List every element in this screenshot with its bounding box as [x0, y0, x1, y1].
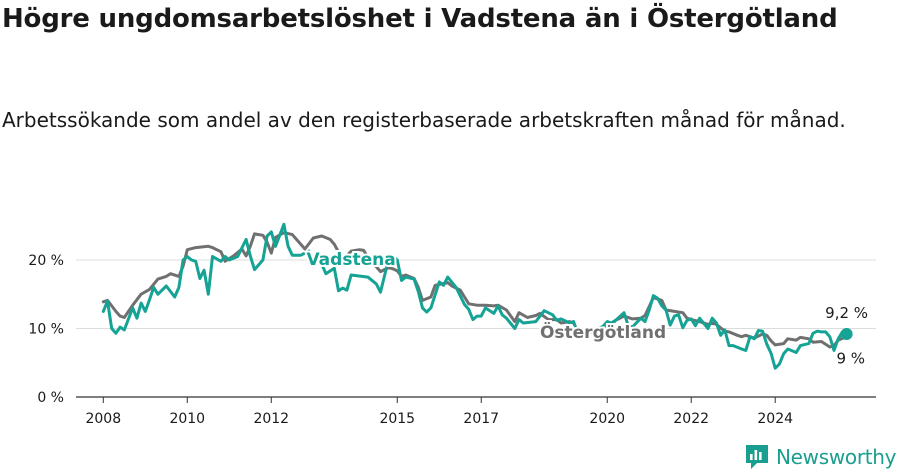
- x-tick-label: 2020: [589, 411, 625, 427]
- series-label-vadstena: Vadstena: [306, 250, 395, 270]
- series-line-vadstena: [101, 222, 849, 370]
- grid-lines: [76, 259, 876, 329]
- series-labels: Vadstena Östergötland 9,2 % 9 %: [304, 248, 868, 368]
- x-tick-label: 2022: [673, 411, 709, 427]
- series-line-ostergotland: [101, 231, 853, 349]
- chart-subtitle: Arbetssökande som andel av den registerb…: [2, 108, 846, 132]
- x-axis: 2008 2010 2012 2015 2017 2020 2022 2024: [76, 396, 876, 427]
- series-label-ostergotland: Östergötland: [540, 321, 666, 343]
- vadstena-end-label: 9,2 %: [825, 304, 868, 322]
- series-lines: [101, 222, 853, 370]
- x-tick-label: 2015: [379, 411, 415, 427]
- newsworthy-brand[interactable]: Newsworthy: [744, 441, 897, 473]
- y-tick-label: 20 %: [28, 253, 64, 269]
- newsworthy-logo-icon: [746, 445, 768, 469]
- x-tick-label: 2017: [463, 411, 499, 427]
- y-tick-label: 10 %: [28, 321, 64, 337]
- ostergotland-end-label: 9 %: [837, 349, 866, 367]
- chart-title: Högre ungdomsarbetslöshet i Vadstena än …: [2, 4, 838, 34]
- x-tick-label: 2008: [85, 411, 121, 427]
- vadstena-end-dot: [840, 327, 853, 340]
- x-tick-label: 2010: [169, 411, 205, 427]
- brand-name: Newsworthy: [776, 445, 897, 469]
- y-tick-label: 0 %: [37, 390, 64, 406]
- y-axis-ticks: 0 % 10 % 20 %: [28, 253, 64, 406]
- x-tick-label: 2012: [253, 411, 289, 427]
- x-tick-label: 2024: [757, 411, 793, 427]
